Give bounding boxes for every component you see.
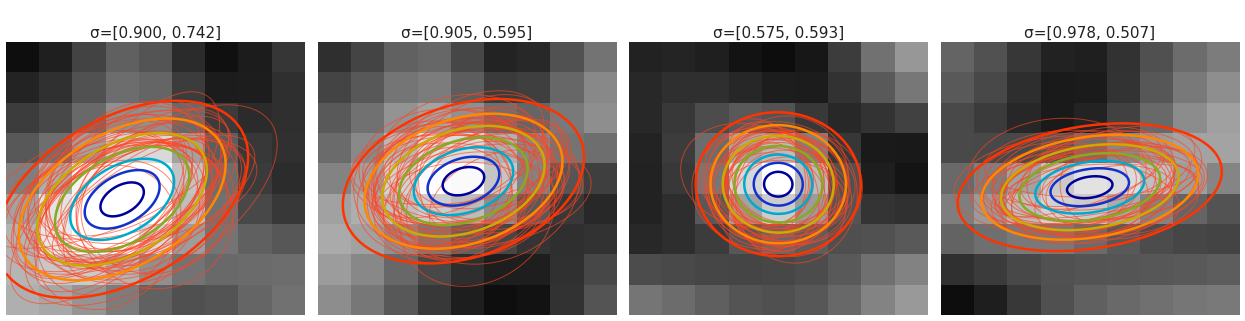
Title: σ=[0.575, 0.593]: σ=[0.575, 0.593]	[712, 26, 844, 40]
Title: σ=[0.900, 0.742]: σ=[0.900, 0.742]	[90, 26, 220, 40]
Title: σ=[0.978, 0.507]: σ=[0.978, 0.507]	[1025, 26, 1155, 40]
Title: σ=[0.905, 0.595]: σ=[0.905, 0.595]	[401, 26, 533, 40]
